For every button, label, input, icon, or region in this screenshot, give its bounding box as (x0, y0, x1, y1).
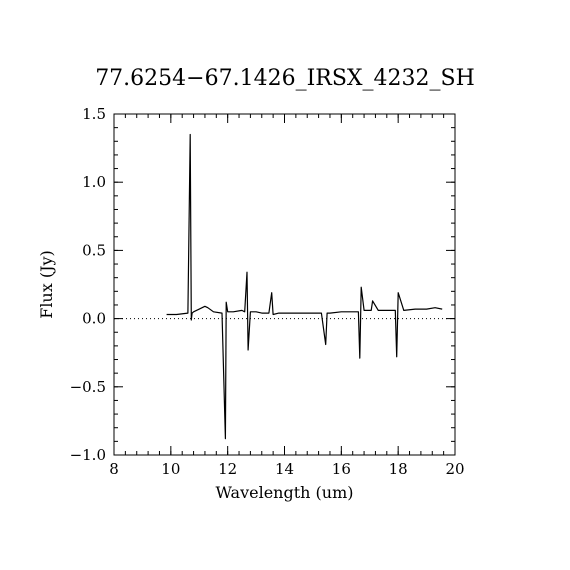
spectrum-line-0 (166, 133, 443, 440)
x-tick-label: 18 (389, 460, 408, 478)
x-tick-label: 10 (161, 460, 180, 478)
x-axis-label: Wavelength (um) (215, 483, 353, 502)
x-tick-label: 20 (445, 460, 464, 478)
x-tick-label: 12 (218, 460, 237, 478)
x-tick-label: 16 (332, 460, 351, 478)
y-tick-label: −1.0 (70, 446, 106, 464)
y-tick-label: 1.0 (82, 173, 106, 191)
y-tick-label: 0.0 (82, 310, 106, 328)
y-tick-label: 1.5 (82, 105, 106, 123)
chart-title: 77.6254−67.1426_IRSX_4232_SH (95, 66, 475, 91)
x-tick-label: 8 (109, 460, 119, 478)
y-axis-label: Flux (Jy) (37, 250, 56, 319)
x-tick-label: 14 (275, 460, 294, 478)
y-tick-label: 0.5 (82, 241, 106, 259)
plot-frame (113, 113, 456, 456)
y-tick-label: −0.5 (70, 378, 106, 396)
